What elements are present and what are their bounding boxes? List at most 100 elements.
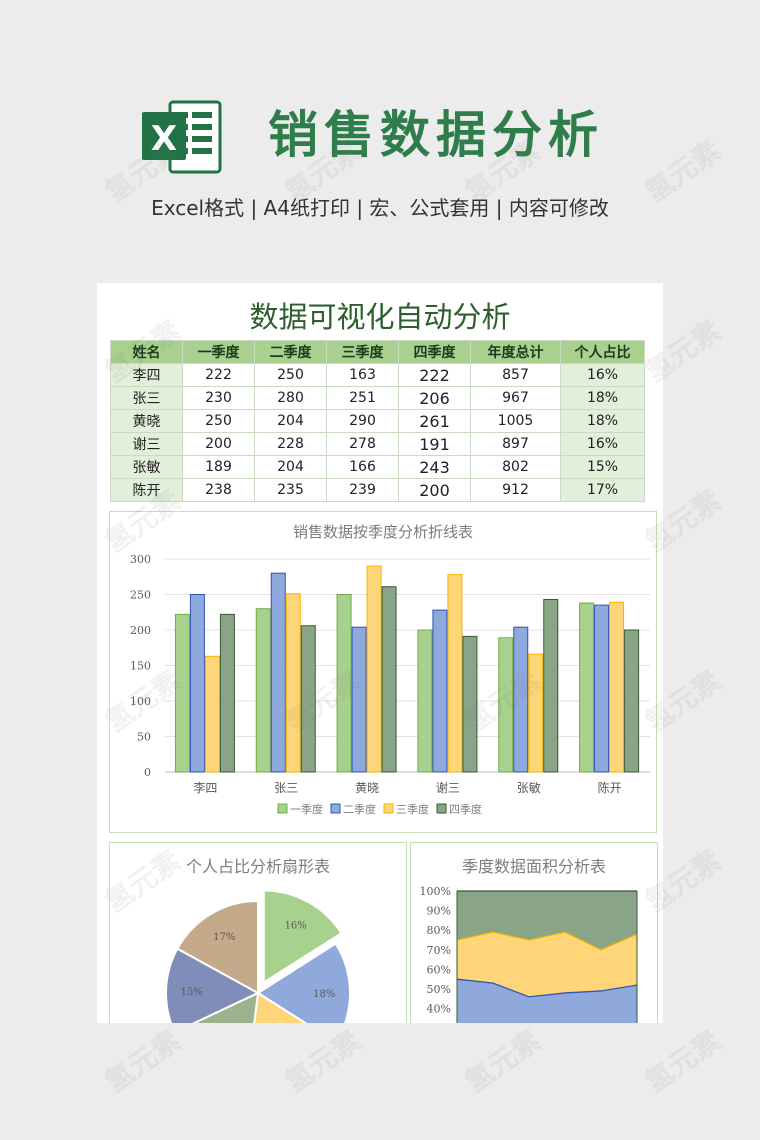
legend-swatch bbox=[436, 803, 447, 814]
x-tick-label: 黄晓 bbox=[355, 781, 379, 795]
column-header: 年度总计 bbox=[470, 340, 561, 364]
watermark-text: 氢元素 bbox=[458, 1023, 547, 1099]
value-cell: 1005 bbox=[470, 409, 561, 433]
percent-cell: 18% bbox=[560, 409, 645, 433]
area-line bbox=[456, 931, 638, 951]
bar bbox=[579, 602, 595, 773]
value-cell: 166 bbox=[326, 455, 399, 479]
bar-chart-panel: 销售数据按季度分析折线表 0 50 100 150 200 250 300 李四 张三 黄晓 谢三 张… bbox=[109, 511, 657, 833]
column-header: 三季度 bbox=[326, 340, 399, 364]
pie-label: 17% bbox=[213, 932, 235, 943]
x-tick-label: 谢三 bbox=[436, 780, 460, 795]
name-cell: 陈开 bbox=[110, 478, 183, 502]
bar bbox=[285, 593, 301, 773]
table-row: 陈开 238 235 239 200 912 17% bbox=[110, 478, 645, 502]
x-tick-label: 张三 bbox=[274, 781, 298, 795]
y-tick-label: 250 bbox=[130, 589, 151, 602]
value-cell: 238 bbox=[182, 478, 255, 502]
y-tick-label: 100% bbox=[420, 885, 451, 898]
area-series bbox=[457, 932, 637, 997]
bar bbox=[447, 574, 463, 773]
name-cell: 谢三 bbox=[110, 432, 183, 456]
legend-swatch bbox=[383, 803, 394, 814]
value-cell: 897 bbox=[470, 432, 561, 456]
area-series bbox=[457, 979, 637, 1023]
value-cell: 191 bbox=[398, 432, 471, 456]
watermark-text: 氢元素 bbox=[638, 1023, 727, 1099]
pie-slice bbox=[176, 899, 259, 995]
column-header: 一季度 bbox=[182, 340, 255, 364]
page-title: 销售数据分析 bbox=[268, 106, 604, 164]
sheet-title: 数据可视化自动分析 bbox=[249, 300, 511, 334]
area-chart-panel: 季度数据面积分析表 40% 50% 60% 70% 80% 90% 100% bbox=[410, 842, 658, 1023]
area-chart: 40% 50% 60% 70% 80% 90% 100% bbox=[420, 885, 638, 1023]
pie-chart: 16% 18% 15% 17% bbox=[165, 889, 351, 1023]
value-cell: 280 bbox=[254, 386, 327, 410]
x-tick-label: 李四 bbox=[193, 780, 217, 795]
bar bbox=[417, 629, 433, 773]
y-tick-label: 200 bbox=[130, 624, 151, 637]
table-row: 李四 222 250 163 222 857 16% bbox=[110, 363, 645, 387]
page-header: X 销售数据分析 Excel格式 | A4纸打印 | 宏、公式套用 | 内容可修… bbox=[0, 0, 760, 270]
y-tick-label: 100 bbox=[130, 695, 151, 708]
y-tick-label: 70% bbox=[427, 944, 451, 957]
logo-letter: X bbox=[151, 119, 177, 159]
value-cell: 250 bbox=[182, 409, 255, 433]
value-cell: 204 bbox=[254, 409, 327, 433]
name-cell: 张敏 bbox=[110, 455, 183, 479]
pie-chart-title: 个人占比分析扇形表 bbox=[185, 857, 330, 876]
column-header: 二季度 bbox=[254, 340, 327, 364]
page-subtitle: Excel格式 | A4纸打印 | 宏、公式套用 | 内容可修改 bbox=[151, 196, 609, 220]
pie-slice bbox=[262, 889, 343, 985]
bar bbox=[594, 604, 610, 773]
bar bbox=[543, 598, 559, 773]
sales-table: 姓名 一季度 二季度 三季度 四季度 年度总计 个人占比 李四 222 250 163 222 857… bbox=[110, 340, 645, 502]
y-tick-label: 80% bbox=[427, 924, 451, 937]
value-cell: 857 bbox=[470, 363, 561, 387]
excel-logo-icon: X bbox=[142, 100, 222, 174]
legend-swatch bbox=[330, 803, 341, 814]
column-header: 四季度 bbox=[398, 340, 471, 364]
value-cell: 239 bbox=[326, 478, 399, 502]
bar bbox=[528, 653, 544, 773]
bar bbox=[219, 613, 235, 773]
legend-label: 二季度 bbox=[343, 802, 376, 816]
pie-slice bbox=[256, 942, 351, 1023]
x-tick-label: 张敏 bbox=[517, 780, 541, 795]
spreadsheet-preview: 数据可视化自动分析 姓名 一季度 二季度 三季度 四季度 年度总计 个人占比 李四 222 25… bbox=[97, 283, 663, 1023]
name-cell: 黄晓 bbox=[110, 409, 183, 433]
pie-label: 16% bbox=[285, 920, 307, 931]
percent-cell: 17% bbox=[560, 478, 645, 502]
value-cell: 204 bbox=[254, 455, 327, 479]
value-cell: 290 bbox=[326, 409, 399, 433]
value-cell: 228 bbox=[254, 432, 327, 456]
y-tick-label: 300 bbox=[130, 553, 151, 566]
x-tick-label: 陈开 bbox=[598, 780, 622, 795]
table-row: 黄晓 250 204 290 261 1005 18% bbox=[110, 409, 645, 433]
area-chart-title: 季度数据面积分析表 bbox=[461, 857, 606, 876]
table-row: 张三 230 280 251 206 967 18% bbox=[110, 386, 645, 410]
y-tick-label: 150 bbox=[130, 660, 151, 673]
value-cell: 200 bbox=[182, 432, 255, 456]
value-cell: 243 bbox=[398, 455, 471, 479]
value-cell: 222 bbox=[182, 363, 255, 387]
value-cell: 206 bbox=[398, 386, 471, 410]
pie-label: 18% bbox=[313, 989, 335, 1000]
percent-cell: 16% bbox=[560, 432, 645, 456]
pie-chart-panel: 个人占比分析扇形表 16% 18% 15% 17% bbox=[109, 842, 407, 1023]
value-cell: 278 bbox=[326, 432, 399, 456]
pie-label: 15% bbox=[181, 987, 203, 998]
column-header: 姓名 bbox=[110, 340, 183, 364]
bar bbox=[381, 586, 397, 773]
legend-label: 三季度 bbox=[396, 802, 429, 816]
table-row: 谢三 200 228 278 191 897 16% bbox=[110, 432, 645, 456]
bar bbox=[174, 613, 190, 773]
value-cell: 967 bbox=[470, 386, 561, 410]
value-cell: 912 bbox=[470, 478, 561, 502]
bar bbox=[513, 626, 529, 773]
legend-swatch bbox=[277, 803, 288, 814]
y-tick-label: 60% bbox=[427, 963, 451, 976]
value-cell: 802 bbox=[470, 455, 561, 479]
bar bbox=[204, 655, 220, 773]
value-cell: 200 bbox=[398, 478, 471, 502]
